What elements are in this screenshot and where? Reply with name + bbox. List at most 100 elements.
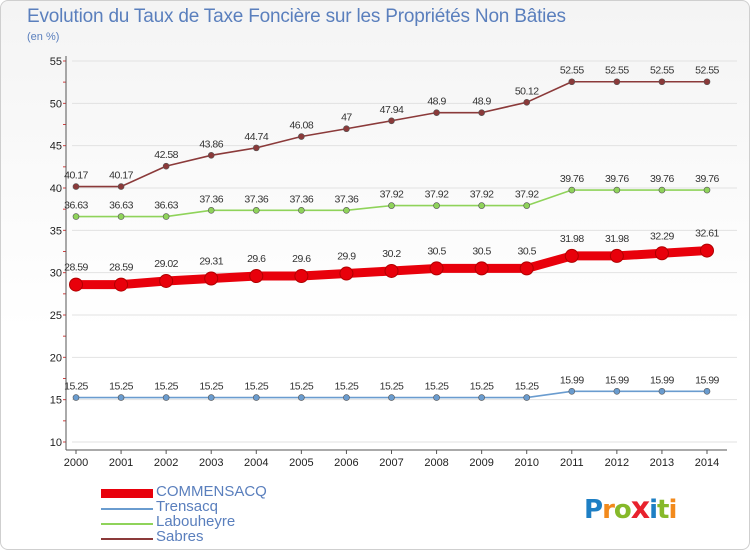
logo-letter: P [584,495,603,525]
data-point-commensacq [519,261,534,276]
legend-label-labouheyre: Labouheyre [156,513,236,530]
data-label-commensacq: 30.2 [382,248,401,260]
data-label-trensacq: 15.25 [425,381,449,393]
data-label-sabres: 43.86 [199,138,223,150]
data-label-trensacq: 15.25 [64,381,88,393]
data-label-labouheyre: 39.76 [560,173,584,185]
data-point-trensacq [568,387,576,395]
x-tick-label: 2012 [605,457,629,469]
x-tick-label: 2001 [109,457,133,469]
legend-swatch-commensacq [101,489,153,498]
data-label-labouheyre: 36.63 [154,200,178,212]
data-label-sabres: 52.55 [650,65,674,77]
chart-subtitle: (en %) [27,31,60,43]
data-point-sabres [388,117,395,125]
grid-layer [72,60,737,443]
data-label-commensacq: 29.02 [154,258,178,270]
data-point-sabres [252,144,260,152]
data-label-labouheyre: 37.92 [425,189,449,201]
y-tick-label: 50 [50,98,62,110]
data-label-labouheyre: 37.36 [199,193,223,205]
y-tick-label: 30 [50,268,62,280]
data-point-sabres [613,78,621,86]
data-label-sabres: 52.55 [560,65,584,77]
line-chart: 10 15 20 25 30 35 40 45 50 55 2000 2001 2002 2003 2004… [50,56,737,469]
data-point-sabres [162,162,170,170]
data-point-sabres [703,78,711,86]
data-label-trensacq: 15.25 [515,381,539,393]
data-label-sabres: 48.9 [472,96,491,108]
data-point-trensacq [523,394,531,401]
data-point-trensacq [388,394,395,401]
data-label-trensacq: 15.25 [335,381,359,393]
data-point-trensacq [298,394,305,401]
y-tick-label: 10 [50,437,62,449]
y-tick-label: 45 [50,141,62,153]
data-label-layer: 15.25 15.25 15.25 15.25 15.25 15.25 15.25 15.25… [64,65,720,393]
data-label-labouheyre: 37.92 [380,189,404,201]
data-point-trensacq [207,394,215,401]
data-point-trensacq [433,394,440,401]
x-tick-label: 2003 [199,457,223,469]
data-label-trensacq: 15.25 [199,381,223,393]
data-label-commensacq: 30.5 [472,245,491,257]
data-point-commensacq [339,266,354,281]
data-point-trensacq [658,387,666,395]
logo-letter: x [630,491,650,526]
data-point-commensacq [384,263,399,278]
data-point-sabres [117,183,125,190]
x-tick-label: 2005 [289,457,313,469]
data-label-commensacq: 29.31 [199,256,223,268]
logo-letter: t [657,495,669,525]
data-point-trensacq [478,394,485,401]
data-point-commensacq [249,269,264,284]
data-point-labouheyre [298,207,305,214]
legend-label-trensacq: Trensacq [156,498,218,515]
x-tick-label: 2009 [469,457,493,469]
data-point-labouheyre [613,186,621,194]
data-point-labouheyre [72,213,80,220]
data-point-labouheyre [388,202,395,209]
data-label-labouheyre: 36.63 [64,200,88,212]
data-label-sabres: 47 [341,112,352,124]
data-point-labouheyre [658,186,666,194]
y-tick-label: 15 [50,395,62,407]
data-point-labouheyre [343,207,350,214]
data-label-labouheyre: 36.63 [109,200,133,212]
logo-letter: o [613,495,632,525]
logo-letter: r [602,495,615,525]
proxiti-logo: Proxiti [584,491,677,526]
data-point-commensacq [204,271,219,286]
data-point-sabres [478,109,485,116]
data-label-labouheyre: 37.92 [515,189,539,201]
legend-swatch-trensacq [101,507,153,510]
data-label-commensacq: 31.98 [605,233,629,245]
data-label-sabres: 40.17 [109,170,133,182]
x-tick-label: 2000 [64,457,88,469]
y-tick-label: 20 [50,352,62,364]
data-point-commensacq [564,248,579,263]
y-tick-label: 55 [50,56,62,68]
x-tick-label: 2008 [424,457,448,469]
data-point-trensacq [72,394,80,401]
data-label-labouheyre: 37.92 [470,189,494,201]
logo-letter: i [668,495,677,525]
data-point-labouheyre [433,202,440,209]
data-label-sabres: 50.12 [515,85,539,97]
data-label-commensacq: 28.59 [109,262,133,274]
data-point-commensacq [294,269,309,284]
data-label-commensacq: 30.5 [517,245,536,257]
data-point-sabres [72,183,80,190]
data-point-trensacq [613,387,621,395]
data-label-commensacq: 29.6 [247,253,266,265]
y-tick-label: 40 [50,183,62,195]
data-label-sabres: 48.9 [427,96,446,108]
x-tick-label: 2010 [514,457,538,469]
data-label-commensacq: 32.61 [695,228,719,240]
data-label-labouheyre: 39.76 [650,173,674,185]
series-line-sabres [75,80,708,188]
data-point-labouheyre [252,207,260,214]
data-point-trensacq [117,394,125,401]
legend-swatch-labouheyre [101,522,153,525]
data-label-commensacq: 30.5 [427,245,446,257]
